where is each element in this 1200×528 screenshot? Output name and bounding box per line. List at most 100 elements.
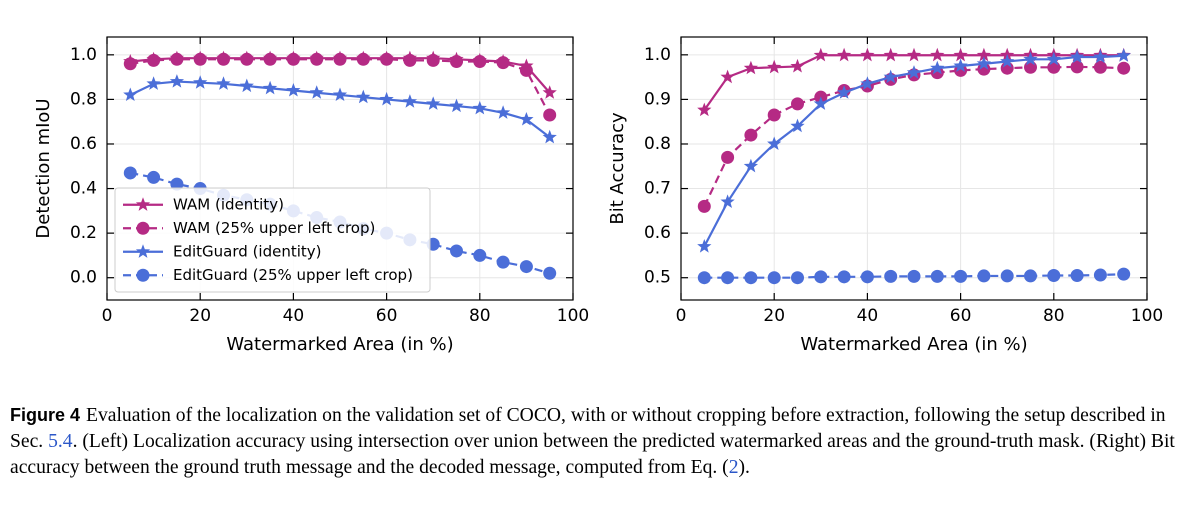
star-marker	[449, 98, 464, 113]
circle-marker	[333, 52, 347, 66]
star-marker	[1000, 54, 1015, 68]
star-marker	[743, 60, 759, 75]
circle-marker	[1024, 60, 1037, 74]
star-marker	[1069, 49, 1085, 64]
circle-marker	[767, 108, 781, 122]
legend-marker	[135, 197, 151, 211]
y-tick-label: 0.6	[644, 223, 671, 243]
circle-marker	[147, 170, 161, 184]
y-axis-label: Detection mIoU	[33, 98, 54, 238]
y-tick-label: 1.0	[644, 45, 671, 65]
circle-marker	[1093, 268, 1107, 282]
star-marker	[836, 85, 852, 99]
x-tick-label: 20	[189, 306, 211, 326]
circle-marker	[1117, 61, 1131, 75]
star-marker	[193, 75, 208, 89]
star-marker	[286, 82, 301, 97]
star-marker	[953, 47, 968, 62]
circle-marker	[744, 128, 758, 142]
circle-marker	[356, 52, 370, 66]
star-marker	[356, 89, 371, 104]
star-marker	[906, 47, 922, 62]
circle-marker	[170, 52, 184, 66]
y-tick-label: 0.0	[70, 268, 97, 288]
y-tick-label: 0.7	[644, 179, 671, 199]
circle-marker	[1093, 60, 1107, 74]
y-axis-label: Bit Accuracy	[607, 112, 628, 225]
circle-marker	[930, 269, 944, 283]
circle-marker	[977, 269, 991, 283]
star-marker	[146, 76, 161, 90]
plot-frame	[680, 36, 1148, 301]
circle-marker	[791, 97, 804, 111]
series-line	[703, 65, 1124, 207]
star-marker	[379, 91, 394, 106]
circle-marker	[767, 271, 781, 285]
star-marker	[767, 136, 782, 151]
star-marker	[216, 76, 231, 90]
circle-marker	[519, 63, 533, 77]
star-marker	[332, 87, 348, 102]
star-marker	[790, 118, 805, 133]
circle-marker	[147, 53, 161, 67]
y-tick-label: 0.8	[70, 89, 97, 109]
circle-marker	[519, 260, 533, 274]
circle-marker	[1117, 267, 1131, 281]
circle-marker	[450, 55, 463, 69]
legend-label: EditGuard (identity)	[173, 242, 322, 260]
star-marker	[720, 194, 735, 208]
circle-marker	[286, 52, 300, 66]
y-tick-label: 0.6	[70, 134, 97, 154]
star-marker	[1116, 48, 1131, 62]
star-marker	[697, 102, 712, 117]
circle-marker	[217, 52, 230, 66]
star-marker	[836, 47, 852, 62]
x-tick-label: 100	[557, 306, 589, 326]
star-marker	[813, 47, 828, 62]
star-marker	[495, 105, 511, 119]
circle-marker	[123, 166, 137, 180]
circle-marker	[721, 271, 735, 285]
circle-marker	[473, 248, 487, 262]
x-tick-label: 80	[1043, 306, 1065, 326]
circle-marker	[1000, 269, 1014, 283]
circle-marker	[543, 108, 557, 122]
circle-marker	[837, 270, 851, 284]
star-marker	[697, 239, 712, 253]
star-marker	[519, 111, 534, 126]
circle-marker	[1047, 268, 1061, 282]
circle-marker	[954, 269, 968, 283]
star-marker	[169, 74, 185, 88]
circle-marker	[170, 177, 184, 191]
circle-marker	[310, 52, 324, 66]
x-axis-label: Watermarked Area (in %)	[800, 334, 1027, 355]
circle-marker	[380, 52, 394, 66]
circle-marker	[496, 56, 510, 70]
x-tick-label: 60	[376, 306, 398, 326]
circle-marker	[123, 57, 137, 71]
circle-marker	[193, 52, 207, 66]
y-tick-label: 0.8	[644, 134, 671, 154]
circle-marker	[721, 150, 735, 164]
y-tick-label: 0.4	[70, 179, 97, 199]
caption: Figure 4 Evaluation of the localization o…	[10, 402, 1192, 481]
star-marker	[930, 47, 945, 62]
star-marker	[813, 96, 828, 110]
legend-marker	[136, 268, 150, 282]
star-marker	[426, 96, 441, 110]
caption-text: . (Left) Localization accuracy using int…	[10, 431, 1175, 478]
star-marker	[883, 69, 898, 84]
y-tick-label: 0.2	[70, 223, 97, 243]
x-tick-label: 60	[950, 306, 972, 326]
circle-marker	[263, 52, 277, 66]
star-marker	[262, 80, 278, 95]
circle-marker	[403, 53, 417, 67]
star-marker	[720, 69, 735, 84]
circle-marker	[791, 271, 804, 285]
x-tick-label: 100	[1131, 306, 1163, 326]
x-tick-label: 0	[676, 306, 687, 326]
star-marker	[976, 47, 992, 62]
star-marker	[1093, 49, 1108, 64]
star-marker	[542, 85, 557, 99]
circle-marker	[860, 270, 874, 284]
